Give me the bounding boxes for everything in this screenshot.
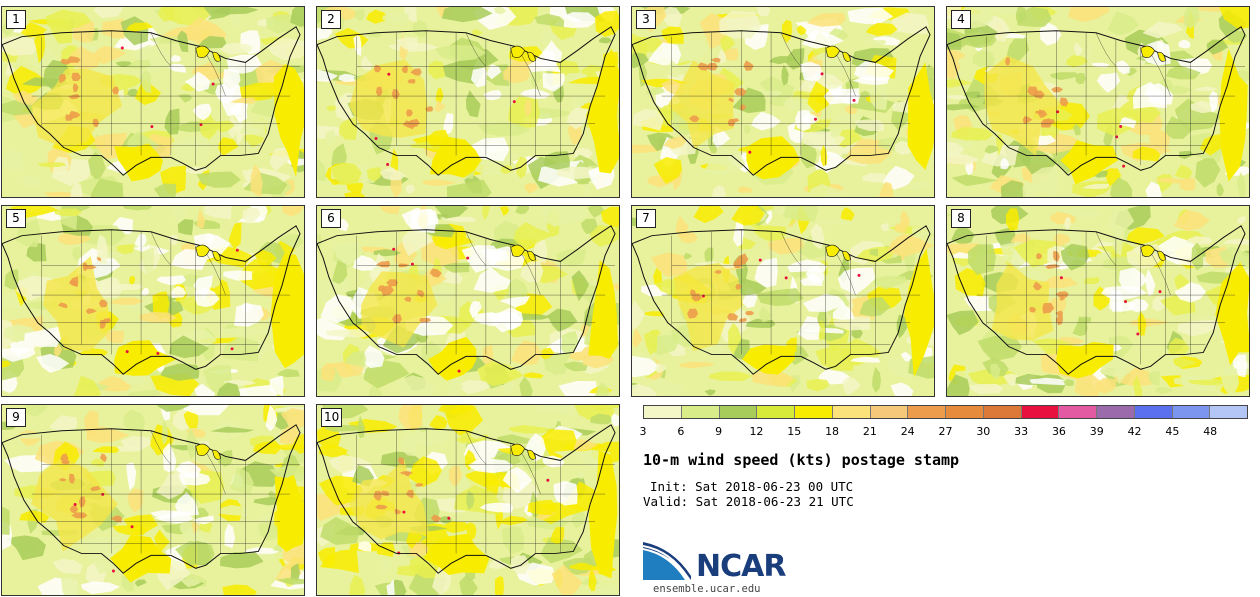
colorbar-segment <box>1134 406 1173 418</box>
panel-label: 5 <box>6 209 26 228</box>
ncar-logo-text: NCAR <box>696 549 786 584</box>
colorbar-segment <box>870 406 909 418</box>
panel-label: 8 <box>951 209 971 228</box>
wind-map <box>632 7 934 197</box>
colorbar-segment <box>719 406 758 418</box>
wind-map <box>317 7 619 197</box>
colorbar-segment <box>1172 406 1211 418</box>
colorbar-segment <box>908 406 946 418</box>
wind-map <box>317 206 619 396</box>
colorbar-tick-label: 12 <box>749 425 764 438</box>
map-panel-5: 5 <box>1 205 305 397</box>
init-time: Init: Sat 2018-06-23 00 UTC <box>650 479 854 494</box>
panel-label: 9 <box>6 408 26 427</box>
map-panel-4: 4 <box>946 6 1250 198</box>
colorbar-tick-label: 27 <box>938 425 953 438</box>
wind-speed-colorbar <box>643 405 1248 419</box>
colorbar-tick-label: 3 <box>639 425 647 438</box>
colorbar-tick-label: 39 <box>1089 425 1104 438</box>
colorbar-tick-label: 45 <box>1165 425 1180 438</box>
chart-title: 10-m wind speed (kts) postage stamp <box>643 451 960 469</box>
colorbar-tick-label: 24 <box>900 425 915 438</box>
wind-map <box>947 7 1249 197</box>
panel-label: 2 <box>321 10 341 29</box>
wind-map <box>317 405 619 595</box>
colorbar-tick-label: 18 <box>825 425 840 438</box>
wind-map <box>947 206 1249 396</box>
colorbar-tick-label: 36 <box>1051 425 1066 438</box>
panel-label: 1 <box>6 10 26 29</box>
colorbar-tick-label: 6 <box>677 425 685 438</box>
colorbar-segment <box>1021 406 1060 418</box>
map-panel-9: 9 <box>1 404 305 596</box>
map-panel-3: 3 <box>631 6 935 198</box>
colorbar-segment <box>1097 406 1135 418</box>
panel-label: 4 <box>951 10 971 29</box>
panel-label: 7 <box>636 209 656 228</box>
colorbar-tick-label: 30 <box>976 425 991 438</box>
map-panel-10: 10 <box>316 404 620 596</box>
wind-map <box>2 206 304 396</box>
map-panel-8: 8 <box>946 205 1250 397</box>
colorbar-tick-label: 21 <box>862 425 877 438</box>
colorbar-tick-label: 33 <box>1014 425 1029 438</box>
panel-label: 10 <box>321 408 343 427</box>
map-panel-7: 7 <box>631 205 935 397</box>
wind-map <box>632 206 934 396</box>
colorbar-segment <box>1210 406 1247 418</box>
map-panel-6: 6 <box>316 205 620 397</box>
ncar-logo-icon <box>643 542 691 580</box>
colorbar-segment <box>832 406 871 418</box>
map-panel-1: 1 <box>1 6 305 198</box>
colorbar-segment <box>644 406 682 418</box>
colorbar-segment <box>983 406 1022 418</box>
panel-label: 6 <box>321 209 341 228</box>
colorbar-segment <box>757 406 795 418</box>
map-panel-2: 2 <box>316 6 620 198</box>
colorbar-segment <box>1059 406 1097 418</box>
site-url: ensemble.ucar.edu <box>653 583 761 595</box>
wind-map <box>2 7 304 197</box>
colorbar-tick-label: 48 <box>1203 425 1218 438</box>
valid-time: Valid: Sat 2018-06-23 21 UTC <box>643 494 854 509</box>
colorbar-tick-label: 42 <box>1127 425 1142 438</box>
colorbar-segment <box>946 406 984 418</box>
colorbar-segment <box>795 406 833 418</box>
wind-map <box>2 405 304 595</box>
colorbar-tick-label: 9 <box>715 425 723 438</box>
colorbar-segment <box>681 406 720 418</box>
panel-label: 3 <box>636 10 656 29</box>
colorbar-tick-label: 15 <box>787 425 802 438</box>
